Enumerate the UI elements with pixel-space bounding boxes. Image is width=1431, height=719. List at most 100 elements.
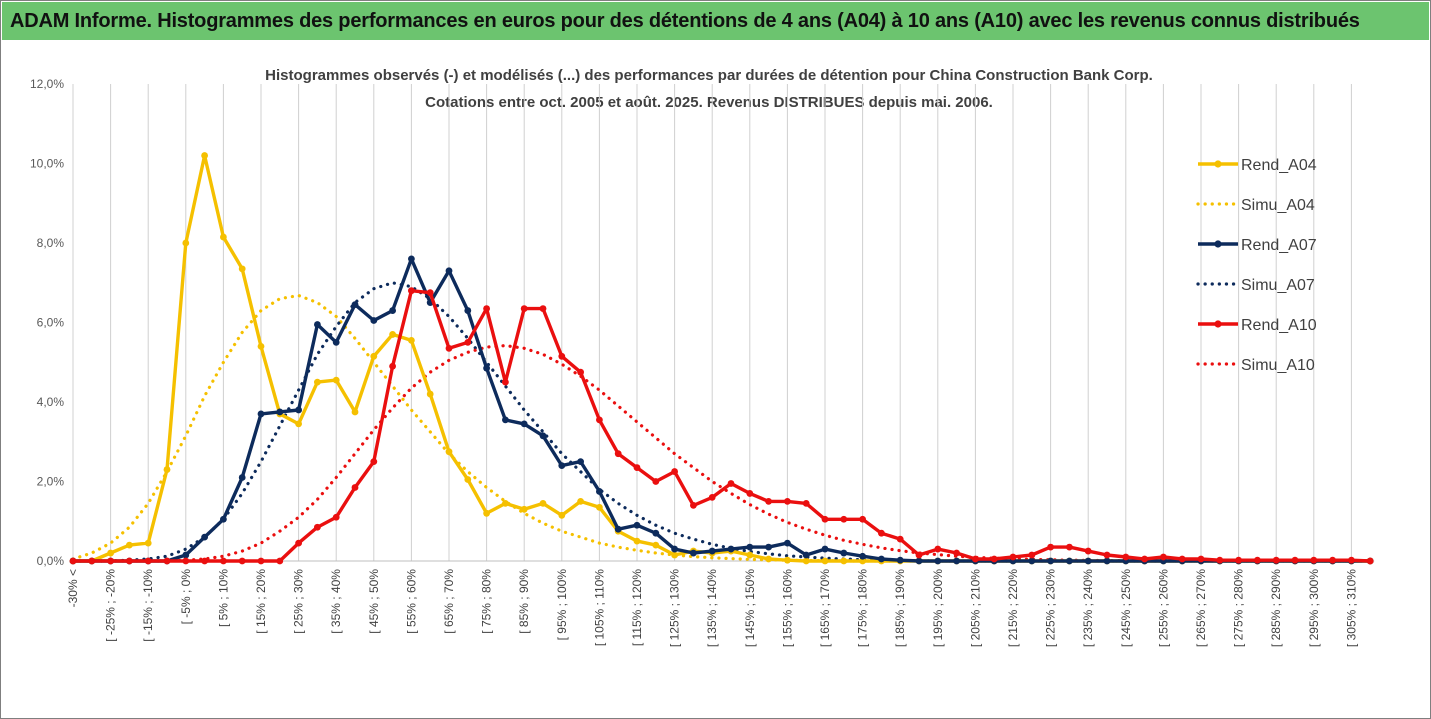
rend-a07-point [727, 545, 735, 553]
legend-label-rend-a10: Rend_A10 [1241, 317, 1317, 334]
x-tick-label: [ 225% ; 230% [1044, 569, 1058, 647]
rend-a07-point [652, 529, 660, 537]
rend-a04-point [370, 352, 378, 360]
rend-a07-point [539, 432, 547, 440]
series-lines [69, 152, 1374, 565]
rend-a07-point [859, 552, 866, 560]
rend-a04-point [144, 539, 152, 547]
rend-a10-point [69, 557, 77, 565]
x-tick-label: [ -25% ; -20% [104, 569, 118, 642]
rend-a10-point [539, 305, 547, 312]
rend-a10-point [953, 549, 960, 557]
rend-a10-point [370, 458, 378, 466]
simu-a07-line [71, 281, 1372, 563]
rend-a04-point [201, 152, 209, 159]
rend-a07-point [201, 533, 209, 541]
rend-a04-point [483, 509, 490, 517]
rend-a10-point [878, 529, 885, 537]
rend-a10-point [1141, 555, 1148, 563]
rend-a10-point [633, 464, 641, 471]
rend-a10-point [1009, 553, 1017, 561]
rend-a07-point [182, 551, 190, 559]
rend-a07-line [73, 257, 1371, 563]
rend-a07-point [784, 539, 791, 547]
rend-a04-point [332, 376, 340, 384]
rend-a10-point [990, 555, 998, 563]
rend-a10-point [520, 305, 528, 312]
rend-a10-point [652, 478, 660, 485]
x-tick-label: [ 145% ; 150% [743, 569, 757, 647]
rend-a07-point [370, 317, 378, 324]
x-tick-label: [ 215% ; 220% [1006, 569, 1020, 647]
rend-a10-point [144, 557, 152, 565]
y-tick-label: 4,0% [37, 395, 65, 409]
rend-a07-point [821, 545, 829, 553]
rend-a04-point [351, 408, 359, 416]
x-tick-label: [ 105% ; 110% [592, 569, 606, 646]
rend-a10-point [765, 497, 772, 505]
rend-a10-point [896, 535, 904, 543]
rend-a10-point [1103, 551, 1111, 559]
rend-a04-point [125, 541, 133, 549]
rend-a04-point [859, 557, 866, 565]
rend-a10-point [614, 450, 622, 458]
rend-a04-point [389, 331, 396, 338]
rend-a07-point [915, 557, 923, 565]
rend-a04-point [182, 239, 190, 247]
rend-a10-point [257, 557, 265, 565]
rend-a10-point [1366, 557, 1374, 565]
rend-a04-point [445, 448, 453, 456]
rend-a04-point [238, 265, 246, 273]
legend-marker-rend-a04 [1214, 160, 1222, 168]
rend-a07-point [238, 474, 246, 481]
simu-a04-line [71, 293, 1372, 563]
rend-a10-point [238, 557, 246, 565]
rend-a07-point [1103, 557, 1111, 565]
rend-a10-point [107, 557, 114, 565]
rend-a07-point [840, 549, 848, 557]
rend-a10-point [690, 501, 697, 509]
y-tick-label: 2,0% [37, 475, 65, 489]
x-axis: -30% < [ -25% ; -20% [ -15% ; -10% [ -5% ; … [66, 560, 1375, 647]
rend-a07-point [1066, 557, 1073, 565]
rend-a04-point [746, 551, 754, 559]
rend-a07-point [896, 556, 904, 564]
rend-a04-point [220, 233, 227, 241]
rend-a10-point [464, 338, 472, 346]
rend-a10-point [1047, 543, 1054, 551]
rend-a10-point [934, 545, 942, 553]
x-tick-label: [ 95% ; 100% [555, 569, 569, 641]
rend-a07-point [690, 549, 697, 557]
rend-a07-point [878, 555, 885, 563]
rend-a10-point [596, 416, 603, 424]
x-tick-label: [ 35% ; 40% [329, 569, 343, 634]
rend-a07-point [708, 547, 716, 555]
rend-a04-point [295, 420, 302, 428]
rend-a04-point [408, 336, 415, 344]
rend-a04-point [314, 378, 321, 386]
y-tick-label: 6,0% [37, 316, 65, 330]
rend-a10-point [558, 352, 566, 360]
chart-subtitle: Cotations entre oct. 2005 et août. 2025.… [425, 94, 993, 111]
rend-a07-point [464, 307, 472, 314]
rend-a07-point [483, 364, 490, 372]
rend-a10-point [1216, 556, 1224, 564]
y-tick-label: 8,0% [37, 236, 65, 250]
rend-a10-point [1028, 551, 1036, 559]
rend-a10-point [351, 484, 359, 491]
rend-a10-point [915, 551, 923, 559]
rend-a10-point [972, 555, 979, 563]
x-tick-label: [ 75% ; 80% [480, 569, 494, 634]
rend-a10-point [1084, 547, 1092, 555]
legend-label-simu-a07: Simu_A07 [1241, 277, 1315, 294]
x-tick-label: [ 125% ; 130% [668, 569, 682, 647]
x-tick-label: [ 275% ; 280% [1232, 569, 1246, 647]
rend-a04-point [633, 537, 641, 545]
rend-a10-point [426, 289, 434, 297]
rend-a07-point [614, 525, 622, 533]
rend-a07-point [953, 557, 960, 565]
rend-a07-point [746, 543, 754, 551]
y-tick-label: 12,0% [30, 77, 64, 91]
rend-a10-point [201, 557, 209, 565]
